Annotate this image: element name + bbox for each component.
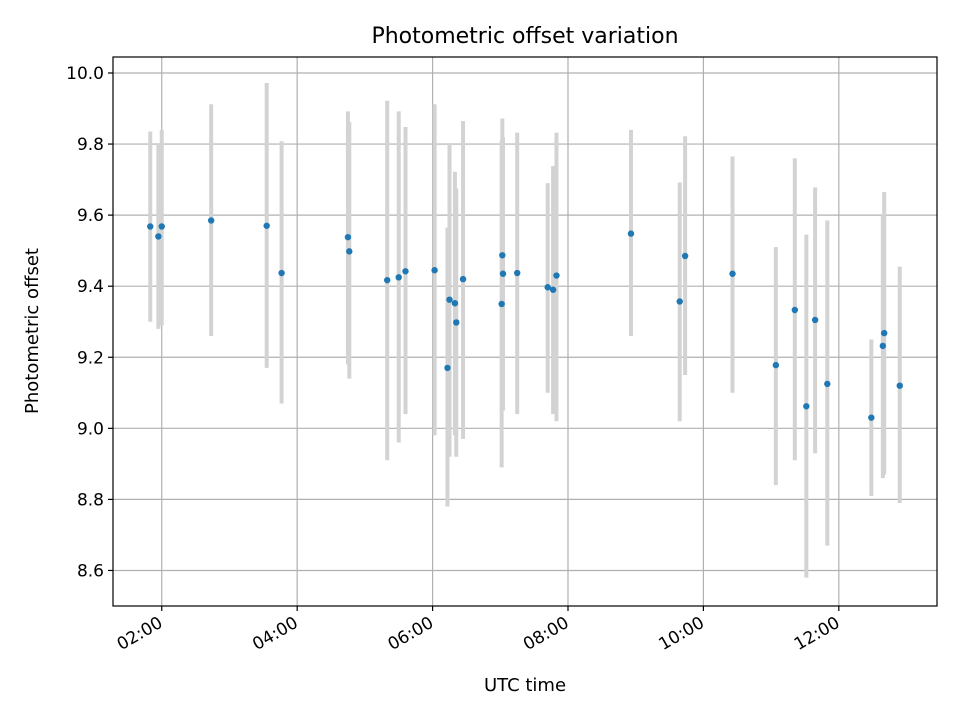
data-point xyxy=(544,284,551,291)
y-axis-label: Photometric offset xyxy=(22,248,43,414)
data-point xyxy=(451,300,459,307)
data-point xyxy=(772,361,780,369)
data-point xyxy=(803,403,810,410)
y-tick-label: 8.6 xyxy=(77,561,104,581)
data-point xyxy=(384,276,391,284)
y-tick-label: 9.8 xyxy=(77,135,104,155)
data-point xyxy=(868,414,875,421)
errorbar-layer xyxy=(148,82,902,578)
data-point xyxy=(147,223,154,230)
data-point xyxy=(431,267,438,274)
data-point xyxy=(811,316,819,324)
point-layer xyxy=(147,217,903,421)
x-tick-label: 06:00 xyxy=(385,613,437,655)
x-tick-label: 12:00 xyxy=(791,613,843,655)
data-point xyxy=(880,329,888,337)
data-point xyxy=(207,217,215,224)
x-tick-label: 08:00 xyxy=(520,613,572,655)
grid-layer xyxy=(113,57,937,606)
y-tick-label: 8.8 xyxy=(77,490,104,510)
x-axis-label: UTC time xyxy=(484,675,566,696)
data-point xyxy=(824,380,831,388)
data-point xyxy=(879,342,887,350)
x-tick-label: 02:00 xyxy=(114,613,166,655)
data-point xyxy=(681,252,689,260)
y-tick-label: 9.2 xyxy=(77,348,104,368)
plot-frame xyxy=(112,56,938,607)
y-tick-label: 9.4 xyxy=(77,277,104,297)
data-point xyxy=(896,382,903,389)
chart-title: Photometric offset variation xyxy=(371,24,678,49)
data-point xyxy=(514,269,521,277)
data-point xyxy=(549,286,557,293)
data-point xyxy=(459,275,467,283)
data-point xyxy=(444,364,451,372)
data-point xyxy=(155,233,162,240)
data-point xyxy=(453,319,460,326)
x-tick-label: 04:00 xyxy=(249,613,301,655)
data-point xyxy=(263,222,270,229)
data-point xyxy=(446,296,453,303)
data-point xyxy=(158,223,165,230)
data-point xyxy=(553,272,560,279)
x-tick-label: 10:00 xyxy=(655,613,707,655)
y-tick-label: 9.6 xyxy=(77,206,104,226)
data-point xyxy=(627,230,635,237)
data-point xyxy=(402,268,409,275)
data-point xyxy=(278,269,285,277)
data-point xyxy=(499,252,506,259)
data-point xyxy=(346,248,353,255)
y-tick-label: 10.0 xyxy=(66,64,104,84)
y-tick-label: 9.0 xyxy=(77,419,104,439)
data-point xyxy=(344,233,352,241)
data-point xyxy=(395,274,402,281)
data-point xyxy=(676,298,683,305)
data-point xyxy=(729,270,736,277)
data-point xyxy=(498,300,505,308)
data-point xyxy=(499,270,507,277)
data-point xyxy=(791,306,799,314)
